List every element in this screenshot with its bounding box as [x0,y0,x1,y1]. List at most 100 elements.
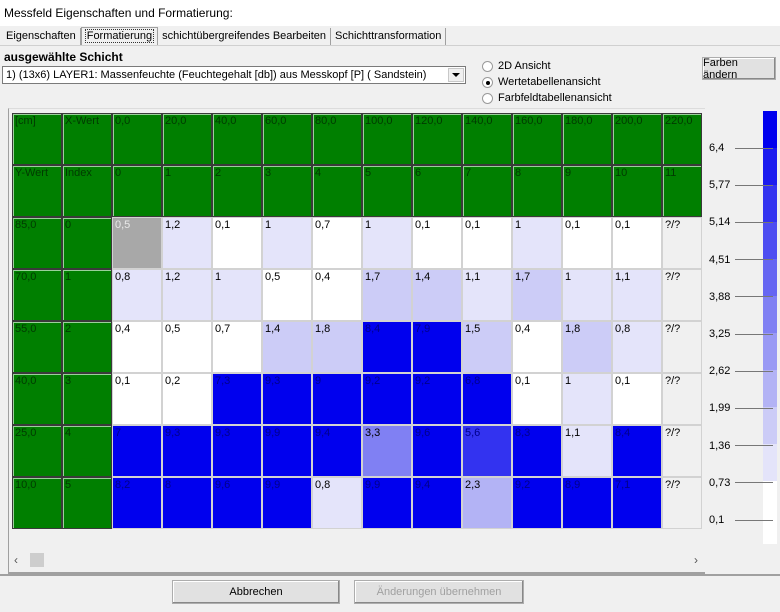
value-cell[interactable]: 0,1 [612,217,662,269]
value-cell[interactable]: 9,9 [262,477,312,529]
value-cell[interactable]: 1 [562,373,612,425]
value-cell[interactable]: 0,5 [162,321,212,373]
value-cell[interactable]: 1 [212,269,262,321]
value-cell[interactable]: 1 [362,217,412,269]
value-cell[interactable]: 0,5 [262,269,312,321]
value-cell[interactable]: 1 [512,217,562,269]
radio-2d-view[interactable]: 2D Ansicht [482,58,612,74]
value-cell[interactable]: 0,8 [312,477,362,529]
value-cell[interactable]: 1,7 [362,269,412,321]
value-cell[interactable]: 6,8 [462,373,512,425]
value-cell[interactable]: 1,7 [512,269,562,321]
value-cell[interactable]: 1,2 [162,269,212,321]
apply-changes-button[interactable]: Änderungen übernehmen [354,580,524,604]
value-cell[interactable]: 9,2 [412,373,462,425]
value-cell[interactable]: 7 [112,425,162,477]
radio-color-field-table-view[interactable]: Farbfeldtabellenansicht [482,90,612,106]
value-cell[interactable]: 5,6 [462,425,512,477]
value-cell[interactable]: 0,1 [612,373,662,425]
value-cell[interactable]: 9,9 [262,425,312,477]
horizontal-scrollbar[interactable]: ‹ › [12,552,702,568]
scroll-thumb[interactable] [30,553,44,567]
tab-schichtuebergreifendes-bearbeiten[interactable]: schichtübergreifendes Bearbeiten [158,28,332,46]
value-cell[interactable]: 1 [562,269,612,321]
value-cell[interactable]: 9,4 [412,477,462,529]
value-cell[interactable]: 9,9 [362,477,412,529]
value-cell[interactable]: 1,4 [412,269,462,321]
legend-tick: 1,99 [709,402,773,414]
header-cell: 10 [612,165,662,217]
value-cell[interactable]: 9,2 [362,373,412,425]
value-cell[interactable]: 0,8 [612,321,662,373]
value-cell[interactable]: 9,2 [512,477,562,529]
value-cell[interactable]: 8,4 [612,425,662,477]
layer-select[interactable]: 1) (13x6) LAYER1: Massenfeuchte (Feuchte… [2,66,466,84]
legend-tick: 1,36 [709,440,773,452]
value-cell[interactable]: 9,3 [262,373,312,425]
scroll-right-icon[interactable]: › [694,553,698,567]
value-cell[interactable]: 7,9 [412,321,462,373]
tab-formatierung[interactable]: Formatierung [80,27,159,46]
value-cell[interactable]: 1,2 [162,217,212,269]
value-cell[interactable]: 8,2 [112,477,162,529]
radio-button[interactable] [482,60,493,72]
value-cell[interactable]: 2,3 [462,477,512,529]
dropdown-button[interactable] [448,68,464,82]
value-cell[interactable]: 1,1 [562,425,612,477]
value-cell[interactable]: 0,8 [112,269,162,321]
value-cell[interactable]: 0,4 [512,321,562,373]
value-cell[interactable]: 0,5 [112,217,162,269]
header-cell: 7 [462,165,512,217]
value-cell[interactable]: 9,3 [162,425,212,477]
value-cell[interactable]: 0,1 [212,217,262,269]
value-cell[interactable]: 1,4 [262,321,312,373]
value-cell[interactable]: 1 [262,217,312,269]
value-cell-na[interactable]: ?/? [662,269,702,321]
value-cell[interactable]: 9,3 [212,425,262,477]
value-cell[interactable]: 0,7 [212,321,262,373]
value-cell[interactable]: 0,1 [562,217,612,269]
value-cell[interactable]: 8,9 [562,477,612,529]
value-cell[interactable]: 1,5 [462,321,512,373]
cancel-button[interactable]: Abbrechen [172,580,340,604]
scroll-left-icon[interactable]: ‹ [14,553,18,567]
value-cell[interactable]: 0,1 [412,217,462,269]
value-cell[interactable]: 1,1 [612,269,662,321]
change-colors-button[interactable]: Farben ändern [702,57,776,81]
value-cell-na[interactable]: ?/? [662,217,702,269]
value-cell[interactable]: 0,2 [162,373,212,425]
radio-value-table-view[interactable]: Wertetabellenansicht [482,74,612,90]
value-cell[interactable]: 0,1 [462,217,512,269]
value-cell[interactable]: 0,1 [512,373,562,425]
value-cell[interactable]: 1,1 [462,269,512,321]
value-cell[interactable]: 1,8 [312,321,362,373]
legend-color-segment [763,407,777,444]
table-row: 25,0 4 7 9,3 9,3 9,9 9,4 3,3 9,6 5,6 8,3 1,1 8,4 ?/? [12,425,702,477]
legend-tick-label: 5,77 [709,179,731,192]
value-cell[interactable]: 0,4 [312,269,362,321]
value-cell-na[interactable]: ?/? [662,477,702,529]
value-cell-na[interactable]: ?/? [662,373,702,425]
value-cell[interactable]: 8,4 [362,321,412,373]
value-cell[interactable]: 9,6 [412,425,462,477]
radio-button-checked[interactable] [482,76,493,88]
tab-schichttransformation[interactable]: Schichttransformation [331,28,447,46]
value-cell[interactable]: 9 [312,373,362,425]
value-cell[interactable]: 9,4 [312,425,362,477]
value-cell-na[interactable]: ?/? [662,425,702,477]
value-cell[interactable]: 0,4 [112,321,162,373]
tab-eigenschaften[interactable]: Eigenschaften [2,28,81,46]
value-cell[interactable]: 0,7 [312,217,362,269]
value-cell[interactable]: 3,3 [362,425,412,477]
radio-button[interactable] [482,92,493,104]
value-cell[interactable]: 0,1 [112,373,162,425]
value-cell[interactable]: 1,8 [562,321,612,373]
value-cell[interactable]: 9,6 [212,477,262,529]
value-cell[interactable]: 7,1 [612,477,662,529]
header-cell: 200,0 [612,113,662,165]
value-cell[interactable]: 8,3 [512,425,562,477]
value-cell-na[interactable]: ?/? [662,321,702,373]
value-cell[interactable]: 8 [162,477,212,529]
tab-label: Eigenschaften [6,30,76,42]
value-cell[interactable]: 7,3 [212,373,262,425]
